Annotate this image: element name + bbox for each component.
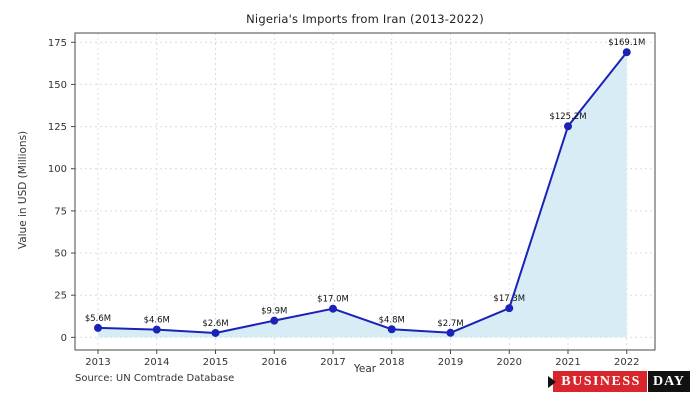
x-tick-label-2017: 2017 <box>320 357 345 368</box>
y-tick-label: 125 <box>48 122 67 133</box>
y-tick-label: 50 <box>54 249 67 260</box>
data-point-2014 <box>152 325 161 334</box>
data-point-2019 <box>446 328 455 337</box>
plot-border <box>74 32 656 351</box>
x-tick-label-2013: 2013 <box>85 357 110 368</box>
data-label-2020: $17.3M <box>493 294 525 304</box>
x-tick-label-2016: 2016 <box>262 357 287 368</box>
data-point-2021 <box>564 122 572 131</box>
x-axis-label: Year <box>353 363 377 375</box>
data-line <box>97 51 628 334</box>
data-label-2014: $4.6M <box>144 316 170 326</box>
businessday-logo: BUSINESS DAY <box>548 371 690 392</box>
data-label-2016: $9.9M <box>261 307 287 317</box>
x-tick-label-2021: 2021 <box>555 357 580 368</box>
y-tick-label: 75 <box>54 206 67 217</box>
data-label-2019: $2.7M <box>437 319 463 329</box>
data-point-2016 <box>270 316 279 325</box>
y-tick-label: 0 <box>61 333 67 344</box>
data-point-2020 <box>505 304 514 313</box>
y-tick-label: 175 <box>48 38 67 49</box>
data-point-2022 <box>622 48 631 57</box>
logo-day-text: DAY <box>647 371 690 392</box>
x-tick-label-2020: 2020 <box>497 357 522 368</box>
area-fill <box>98 52 627 338</box>
y-tick-label: 150 <box>48 80 67 91</box>
data-label-2018: $4.8M <box>379 315 405 325</box>
x-tick-label-2019: 2019 <box>438 357 463 368</box>
x-tick-label-2014: 2014 <box>144 357 169 368</box>
data-point-2017 <box>329 304 337 313</box>
chart-title: Nigeria's Imports from Iran (2013-2022) <box>246 12 484 26</box>
source-note: Source: UN Comtrade Database <box>75 373 235 384</box>
logo-business-text: BUSINESS <box>553 371 647 392</box>
x-tick-label-2015: 2015 <box>203 357 228 368</box>
y-axis-label: Value in USD (Millions) <box>17 130 29 250</box>
data-label-2015: $2.6M <box>202 319 228 329</box>
data-point-2018 <box>387 325 396 334</box>
y-tick-label: 25 <box>54 291 67 302</box>
x-tick-label-2018: 2018 <box>379 357 404 368</box>
data-point-2013 <box>94 323 102 332</box>
data-label-2017: $17.0M <box>317 295 349 305</box>
x-tick-label-2022: 2022 <box>614 357 639 368</box>
data-label-2013: $5.6M <box>85 314 111 324</box>
data-label-2021: $125.2M <box>549 112 586 122</box>
y-tick-label: 100 <box>48 164 67 175</box>
data-label-2022: $169.1M <box>608 38 645 48</box>
data-point-2015 <box>211 328 220 337</box>
right-arrow-icon <box>548 375 557 388</box>
